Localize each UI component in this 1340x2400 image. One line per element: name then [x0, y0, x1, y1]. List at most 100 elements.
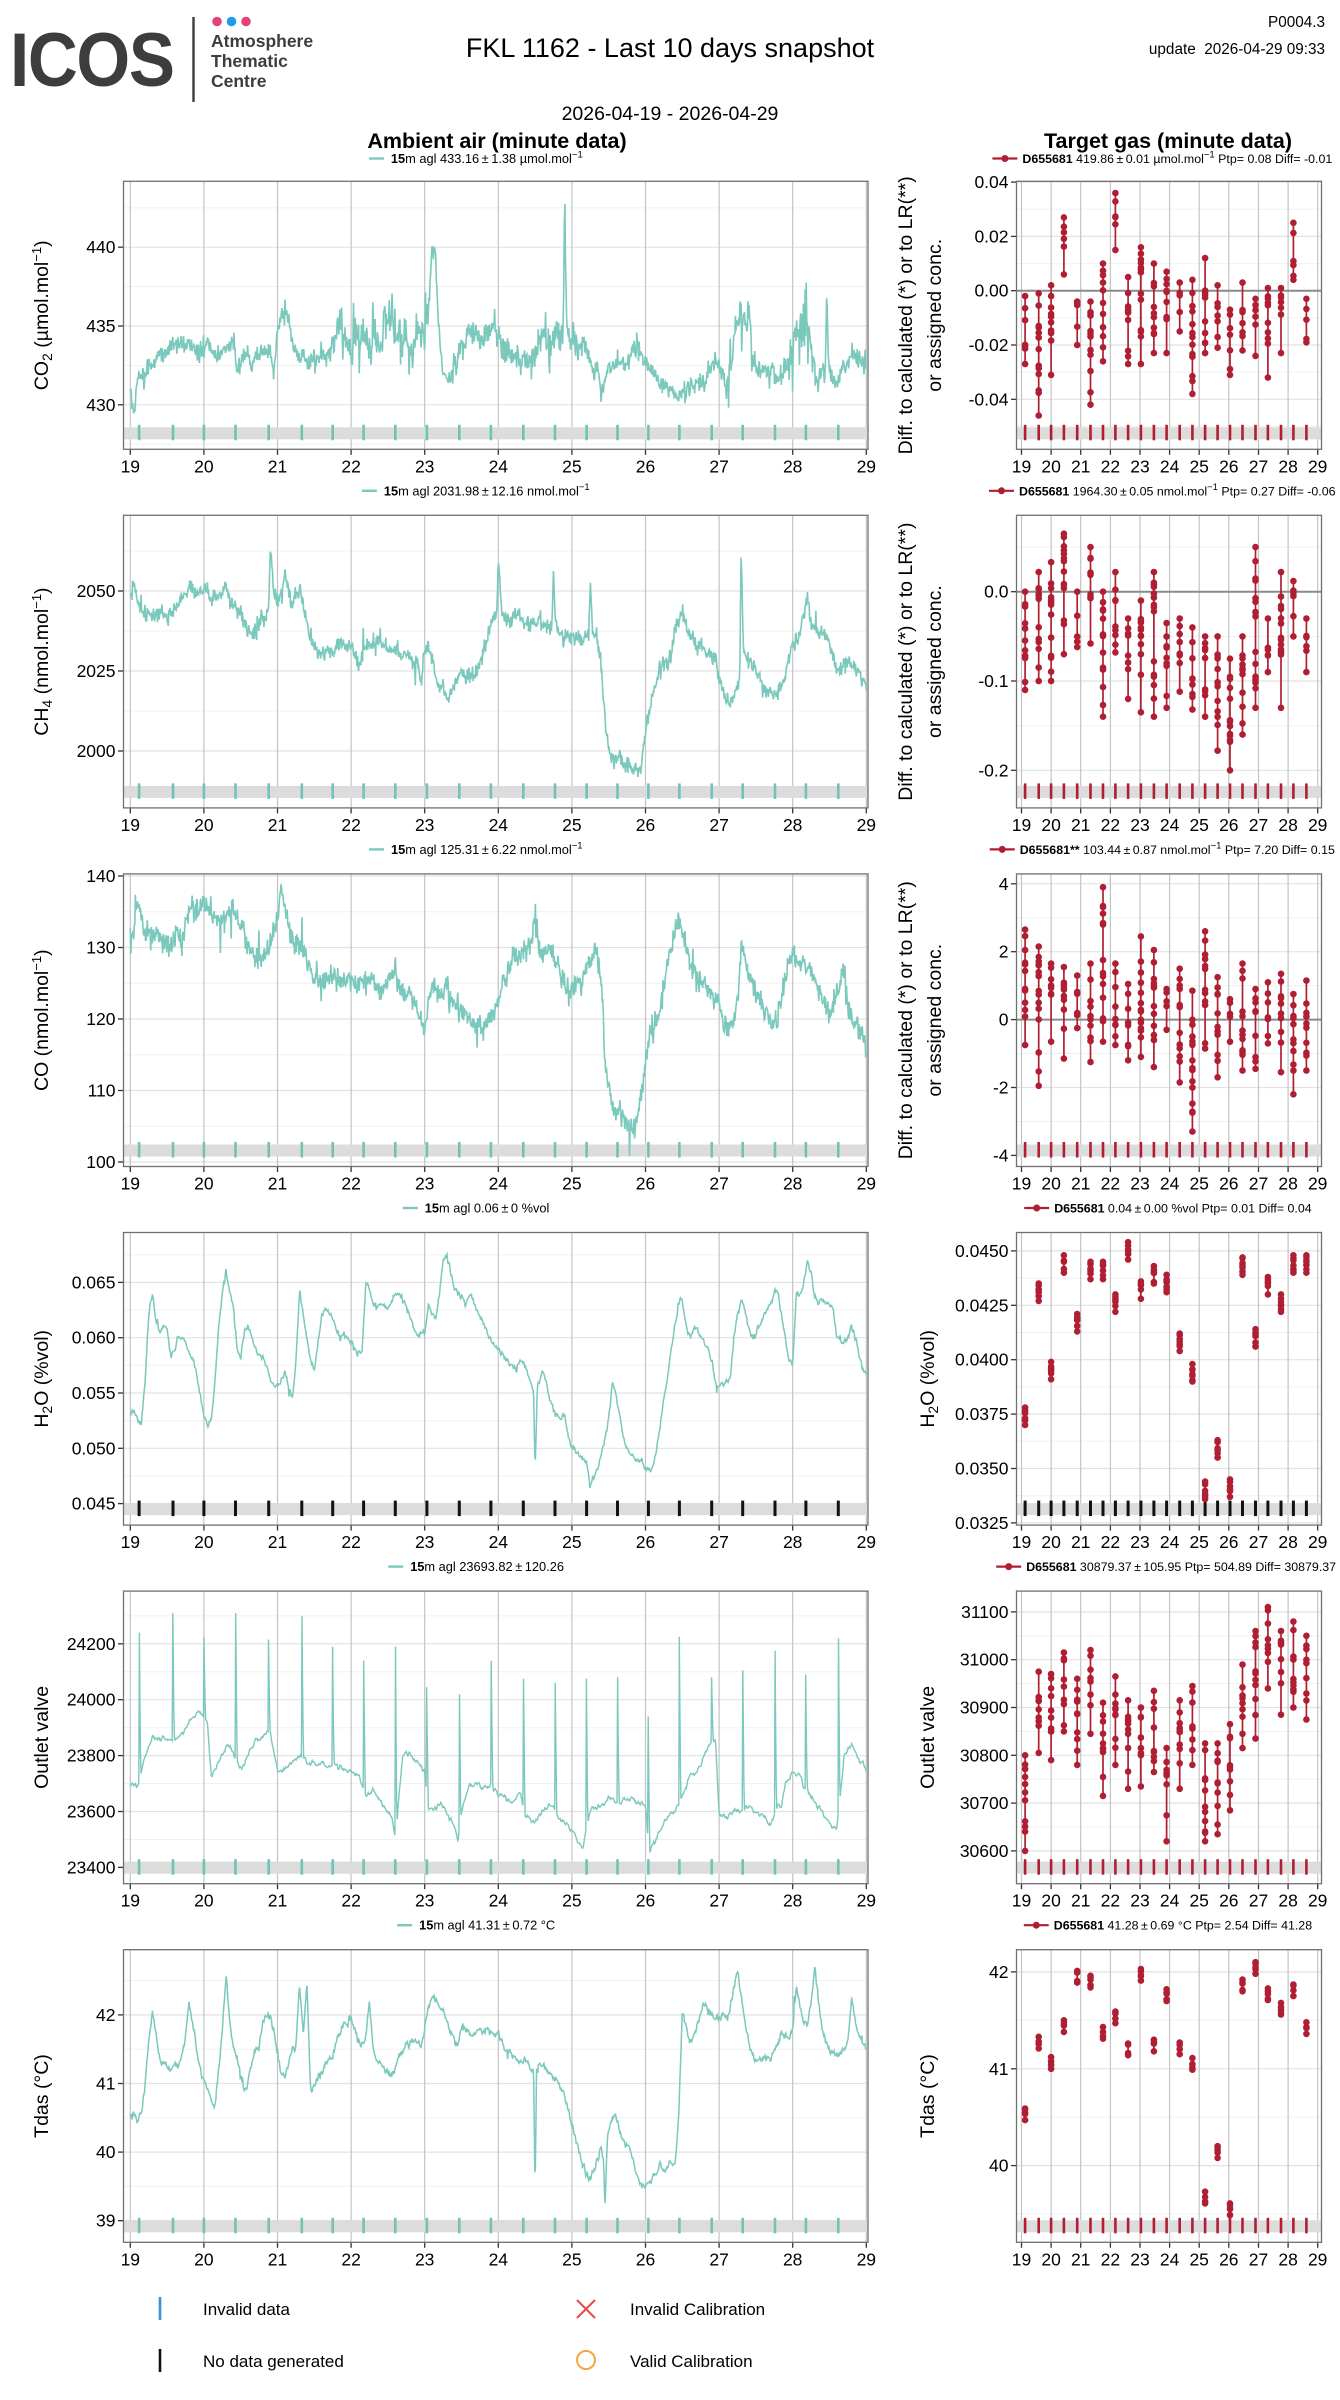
svg-text:29: 29 [857, 1174, 876, 1194]
svg-text:26: 26 [1219, 2249, 1238, 2269]
svg-text:24: 24 [1160, 1532, 1180, 1552]
svg-text:Target gas (minute data): Target gas (minute data) [1044, 129, 1292, 153]
svg-text:Diff. to calculated (*) or to: Diff. to calculated (*) or to LR(**) [895, 881, 917, 1159]
svg-text:0.060: 0.060 [72, 1328, 116, 1348]
svg-text:23400: 23400 [67, 1857, 116, 1877]
svg-text:0.02: 0.02 [974, 226, 1008, 246]
svg-text:27: 27 [709, 456, 728, 476]
svg-text:19: 19 [1012, 1532, 1031, 1552]
svg-text:20: 20 [1041, 2249, 1061, 2269]
svg-text:0.0375: 0.0375 [955, 1404, 1009, 1424]
svg-text:0.055: 0.055 [72, 1383, 116, 1403]
svg-text:27: 27 [709, 1891, 728, 1911]
svg-text:40: 40 [989, 2156, 1009, 2176]
svg-text:Invalid Calibration: Invalid Calibration [630, 2300, 765, 2319]
svg-text:22: 22 [341, 1891, 360, 1911]
svg-text:25: 25 [1189, 815, 1208, 835]
svg-text:21: 21 [1071, 456, 1090, 476]
svg-text:26: 26 [636, 1174, 655, 1194]
svg-text:28: 28 [783, 456, 802, 476]
svg-text:26: 26 [1219, 815, 1238, 835]
svg-text:26: 26 [636, 1532, 655, 1552]
svg-text:21: 21 [268, 1174, 287, 1194]
svg-text:20: 20 [1041, 815, 1061, 835]
svg-text:22: 22 [1101, 1891, 1120, 1911]
svg-text:25: 25 [1189, 1532, 1208, 1552]
svg-text:22: 22 [1101, 815, 1120, 835]
svg-text:100: 100 [86, 1152, 115, 1172]
svg-text:27: 27 [1249, 2249, 1268, 2269]
svg-text:40: 40 [96, 2142, 116, 2162]
svg-text:28: 28 [783, 2249, 802, 2269]
svg-text:25: 25 [562, 456, 581, 476]
svg-text:28: 28 [783, 1891, 802, 1911]
svg-text:19: 19 [1012, 1891, 1031, 1911]
svg-text:20: 20 [194, 2249, 214, 2269]
svg-text:26: 26 [636, 456, 655, 476]
svg-text:140: 140 [86, 866, 115, 886]
svg-text:24: 24 [489, 815, 509, 835]
svg-text:27: 27 [709, 1174, 728, 1194]
svg-text:0.0325: 0.0325 [955, 1513, 1009, 1533]
svg-text:41: 41 [96, 2074, 115, 2094]
svg-text:Invalid data: Invalid data [203, 2300, 290, 2319]
svg-text:19: 19 [121, 456, 140, 476]
svg-text:24: 24 [489, 456, 509, 476]
svg-text:26: 26 [636, 2249, 655, 2269]
svg-text:20: 20 [1041, 1532, 1061, 1552]
svg-text:130: 130 [86, 938, 115, 958]
svg-text:29: 29 [1308, 815, 1327, 835]
svg-text:20: 20 [1041, 1174, 1061, 1194]
svg-text:24: 24 [1160, 456, 1180, 476]
svg-text:29: 29 [1308, 1532, 1327, 1552]
svg-text:31100: 31100 [961, 1602, 1009, 1622]
svg-text:19: 19 [1012, 815, 1031, 835]
svg-text:ICOS: ICOS [10, 18, 174, 103]
svg-text:110: 110 [88, 1081, 116, 1101]
svg-text:2050: 2050 [77, 581, 116, 601]
svg-text:29: 29 [1308, 456, 1327, 476]
svg-text:22: 22 [341, 2249, 360, 2269]
svg-text:21: 21 [268, 2249, 287, 2269]
svg-text:24: 24 [489, 1532, 509, 1552]
svg-text:27: 27 [1249, 1891, 1268, 1911]
svg-text:23: 23 [415, 1891, 434, 1911]
svg-text:21: 21 [1071, 1174, 1090, 1194]
svg-text:23: 23 [1130, 1891, 1149, 1911]
svg-text:23600: 23600 [67, 1802, 116, 1822]
svg-text:0.045: 0.045 [72, 1494, 116, 1514]
svg-text:Centre: Centre [211, 71, 267, 91]
svg-text:27: 27 [1249, 456, 1268, 476]
svg-text:430: 430 [86, 395, 115, 415]
svg-text:27: 27 [709, 1532, 728, 1552]
svg-text:22: 22 [341, 456, 360, 476]
svg-text:21: 21 [268, 815, 287, 835]
svg-text:Outlet valve: Outlet valve [31, 1686, 53, 1789]
svg-text:0.04: 0.04 [974, 172, 1008, 192]
svg-text:28: 28 [1278, 1174, 1297, 1194]
svg-text:42: 42 [989, 1962, 1008, 1982]
svg-text:25: 25 [1189, 456, 1208, 476]
svg-text:23: 23 [1130, 456, 1149, 476]
svg-text:CH4​ (nmol.mol−1​): CH4​ (nmol.mol−1​) [29, 587, 55, 735]
svg-text:23: 23 [415, 1174, 434, 1194]
svg-text:0.050: 0.050 [72, 1438, 116, 1458]
svg-text:-0.04: -0.04 [969, 389, 1009, 409]
svg-text:27: 27 [709, 2249, 728, 2269]
svg-text:20: 20 [194, 815, 214, 835]
svg-text:0.00: 0.00 [974, 281, 1008, 301]
svg-text:22: 22 [1101, 2249, 1120, 2269]
svg-text:or assigned conc.: or assigned conc. [924, 944, 946, 1097]
svg-text:28: 28 [1278, 1532, 1297, 1552]
svg-text:23: 23 [415, 815, 434, 835]
svg-text:15m agl 0.06 ± 0 %vol: 15m agl 0.06 ± 0 %vol [425, 1201, 550, 1216]
svg-text:Diff. to calculated (*) or to: Diff. to calculated (*) or to LR(**) [895, 523, 917, 801]
svg-text:27: 27 [1249, 1532, 1268, 1552]
svg-text:-4: -4 [993, 1145, 1009, 1165]
svg-text:-0.2: -0.2 [978, 760, 1008, 780]
svg-text:26: 26 [1219, 1174, 1238, 1194]
svg-text:23: 23 [1130, 1532, 1149, 1552]
svg-text:25: 25 [562, 815, 581, 835]
svg-text:or assigned conc.: or assigned conc. [924, 585, 946, 738]
svg-text:D655681 1964.30 ± 0.05 nmol.mo: D655681 1964.30 ± 0.05 nmol.mol−1​ Ptp= … [1019, 482, 1336, 499]
